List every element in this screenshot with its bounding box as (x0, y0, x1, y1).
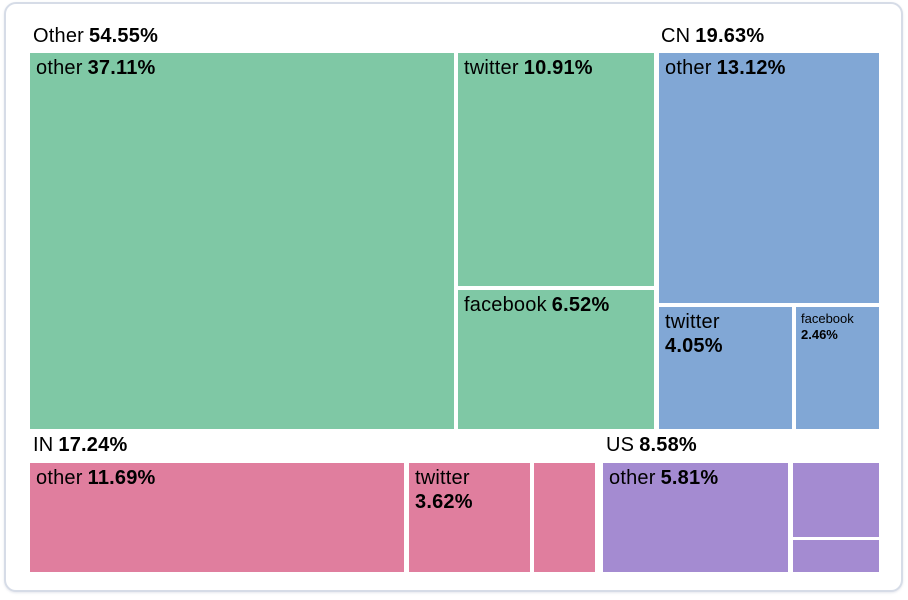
treemap-cell-in-twitter[interactable]: twitter 3.62% (409, 463, 530, 572)
treemap-cell-in-unlabeled[interactable] (534, 463, 595, 572)
treemap-cell-other-other[interactable]: other 37.11% (30, 53, 454, 429)
group-label-other: Other 54.55% (33, 25, 158, 47)
treemap-cell-cn-other[interactable]: other 13.12% (659, 53, 879, 303)
group-name: IN (33, 434, 54, 456)
group-pct: 8.58% (639, 434, 697, 456)
treemap-cell-us-unlabeled-1[interactable] (793, 463, 879, 537)
group-name: CN (661, 25, 691, 47)
treemap-cell-us-other[interactable]: other 5.81% (603, 463, 788, 572)
group-pct: 19.63% (695, 25, 765, 47)
treemap-cell-cn-facebook[interactable]: facebook 2.46% (796, 307, 879, 429)
group-label-cn: CN 19.63% (661, 25, 764, 47)
group-pct: 54.55% (89, 25, 159, 47)
group-label-us: US 8.58% (606, 434, 697, 456)
group-name: Other (33, 25, 85, 47)
treemap-cell-other-twitter[interactable]: twitter 10.91% (458, 53, 654, 286)
group-pct: 17.24% (58, 434, 128, 456)
treemap-cell-other-facebook[interactable]: facebook 6.52% (458, 290, 654, 429)
group-label-in: IN 17.24% (33, 434, 127, 456)
treemap-cell-in-other[interactable]: other 11.69% (30, 463, 404, 572)
treemap-cell-us-unlabeled-2[interactable] (793, 540, 879, 572)
treemap-cell-cn-twitter[interactable]: twitter 4.05% (659, 307, 792, 429)
group-name: US (606, 434, 635, 456)
